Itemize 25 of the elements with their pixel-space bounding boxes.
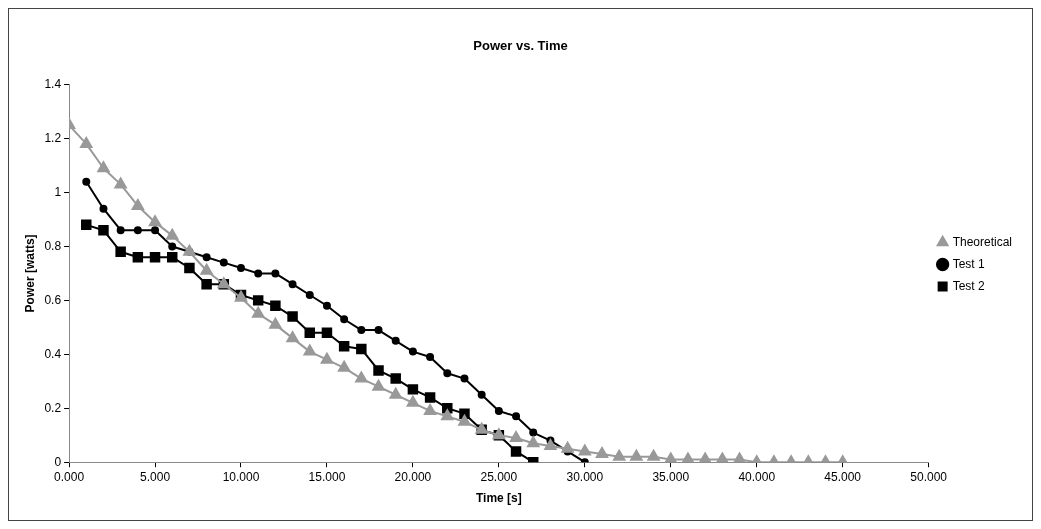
legend-label: Test 1 — [952, 256, 985, 271]
y-tick-label: 1 — [54, 184, 62, 199]
x-tick-label: 35.000 — [652, 469, 690, 484]
y-tick-label: 1.4 — [44, 76, 62, 91]
y-axis-title: Power [watts] — [22, 234, 37, 313]
y-tick-label: 0.4 — [44, 346, 62, 361]
x-tick-label: 30.000 — [566, 469, 604, 484]
y-tick-label: 0.2 — [44, 400, 62, 415]
x-tick-label: 40.000 — [738, 469, 776, 484]
x-tick-label: 25.000 — [480, 469, 518, 484]
legend-label: Theoretical — [952, 234, 1013, 249]
x-axis-title: Time [s] — [475, 491, 522, 506]
chart-title: Power vs. Time — [473, 38, 568, 54]
x-tick-label: 20.000 — [394, 469, 432, 484]
y-tick-label: 1.2 — [44, 130, 62, 145]
legend-label: Test 2 — [952, 278, 985, 293]
x-tick-label: 5.000 — [140, 469, 171, 484]
x-tick-label: 15.000 — [308, 469, 346, 484]
x-tick-label: 45.000 — [824, 469, 862, 484]
x-tick-label: 10.000 — [222, 469, 260, 484]
y-tick-label: 0 — [54, 454, 62, 469]
x-tick-label: 50.000 — [910, 469, 948, 484]
y-tick-label: 0.6 — [44, 292, 62, 307]
x-tick-label: 0.000 — [54, 469, 85, 484]
y-tick-label: 0.8 — [44, 238, 62, 253]
